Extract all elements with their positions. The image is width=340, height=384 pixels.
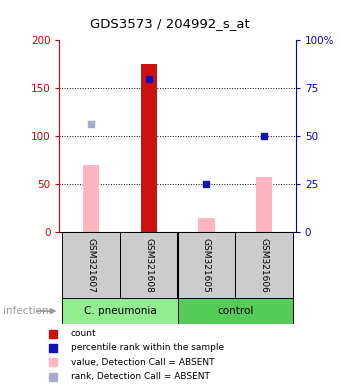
Bar [235,232,293,298]
Text: rank, Detection Call = ABSENT: rank, Detection Call = ABSENT [71,372,209,381]
Bar [83,165,99,232]
Text: GSM321608: GSM321608 [144,238,153,292]
Text: GSM321606: GSM321606 [260,238,269,292]
Bar [62,298,177,324]
Text: GSM321607: GSM321607 [87,238,96,292]
Text: count: count [71,329,96,338]
Bar [120,232,178,298]
Bar [141,64,157,232]
Text: GSM321605: GSM321605 [202,238,211,292]
Text: infection: infection [3,306,49,316]
Bar [178,298,293,324]
Text: percentile rank within the sample: percentile rank within the sample [71,344,224,353]
Text: value, Detection Call = ABSENT: value, Detection Call = ABSENT [71,358,214,367]
Text: C. pneumonia: C. pneumonia [84,306,156,316]
Bar [62,232,120,298]
Bar [178,232,235,298]
Bar [141,64,157,232]
Bar [256,177,272,232]
Bar [199,218,215,232]
Text: control: control [217,306,254,316]
Text: GDS3573 / 204992_s_at: GDS3573 / 204992_s_at [90,17,250,30]
